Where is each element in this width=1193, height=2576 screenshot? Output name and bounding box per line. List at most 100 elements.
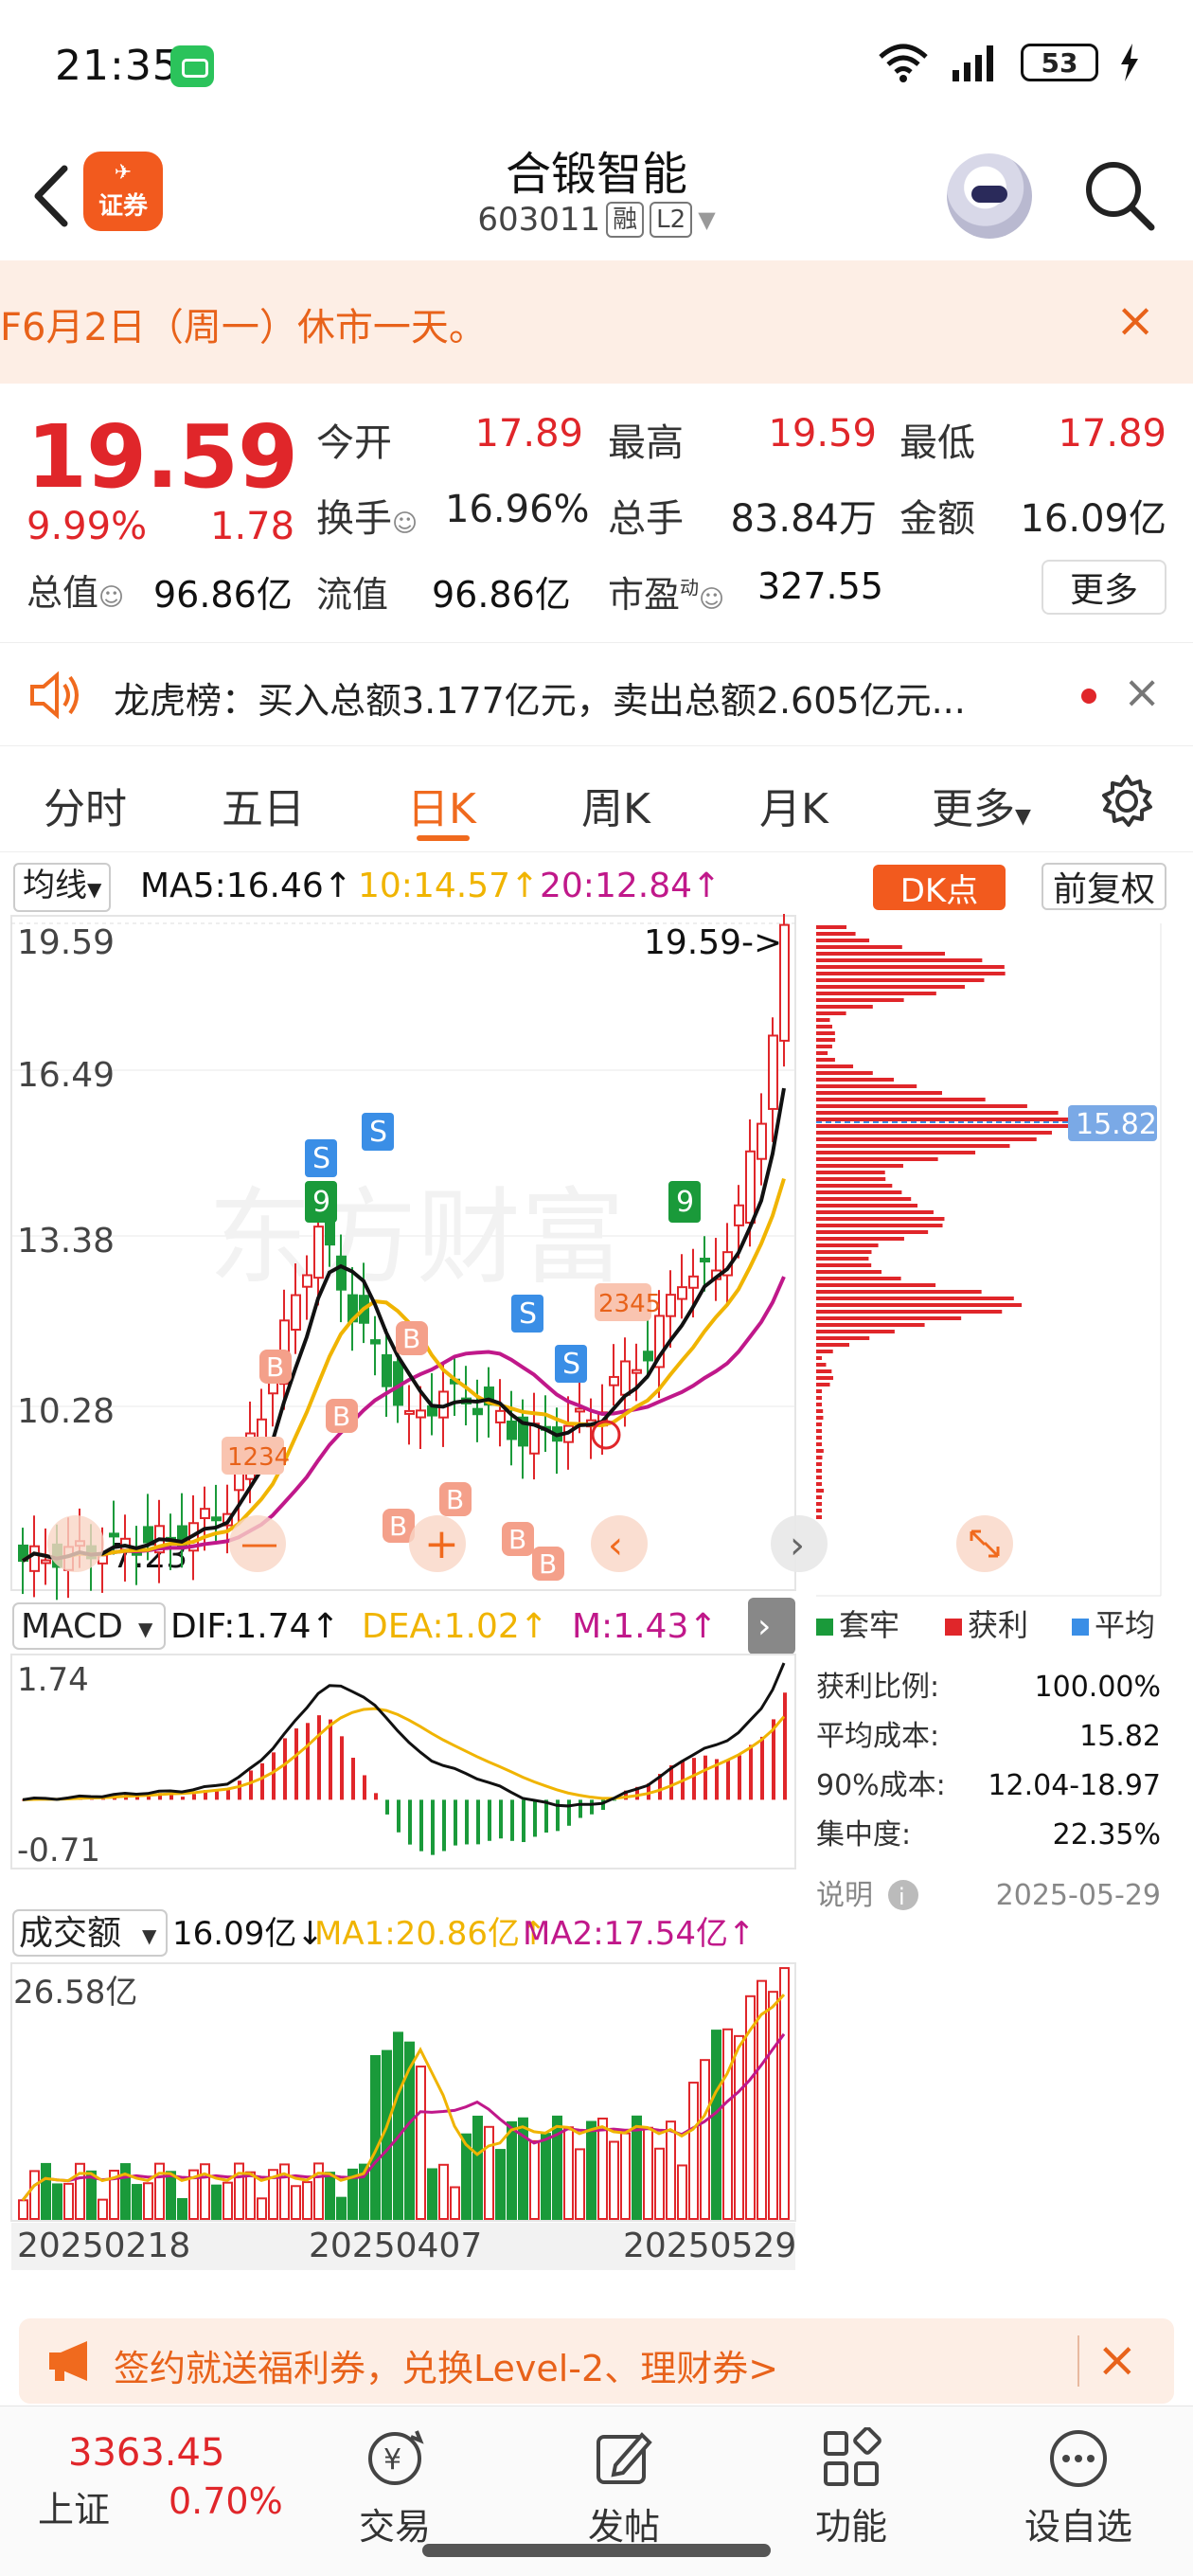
gear-icon[interactable]	[1098, 773, 1155, 830]
macd-bar	[647, 1783, 650, 1800]
promo-banner[interactable]: 签约就送福利券，兑换Level-2、理财券> ×	[19, 2318, 1174, 2404]
chip-bar	[816, 958, 983, 962]
notice-close-icon[interactable]: ×	[1115, 293, 1155, 348]
macd-bar	[635, 1786, 639, 1800]
stock-code-row[interactable]: 603011 融 L2 ▼	[0, 201, 1193, 239]
candle-body	[143, 1526, 153, 1544]
tab-monthly-k[interactable]: 月K	[759, 785, 828, 833]
count-signal-icon	[595, 1283, 651, 1321]
trade-icon[interactable]: ¥	[364, 2427, 426, 2490]
back-arrow-icon[interactable]	[28, 163, 76, 229]
info-icon[interactable]	[888, 1880, 918, 1910]
assistant-robot-avatar[interactable]	[947, 153, 1032, 239]
macd-bar	[613, 1799, 616, 1801]
search-icon[interactable]	[1081, 157, 1157, 233]
chip-bar	[816, 1131, 1052, 1135]
more-quote-button[interactable]: 更多	[1042, 560, 1166, 615]
indicator-select[interactable]: 均线▼	[13, 863, 112, 912]
svg-text:2345: 2345	[598, 1290, 661, 1318]
volume-bar	[666, 2120, 676, 2220]
svg-text:S: S	[312, 1142, 330, 1175]
zoom-out-button[interactable]	[47, 1515, 104, 1572]
highlight-circle-icon	[591, 1420, 621, 1450]
post-icon[interactable]	[593, 2427, 655, 2490]
profit-ratio-label: 获利比例:	[816, 1671, 939, 1704]
chip-bar	[816, 1243, 879, 1247]
chip-bar	[816, 1124, 1070, 1128]
dragon-close-icon[interactable]: ×	[1123, 666, 1162, 719]
volume-bar	[257, 2197, 267, 2221]
volume-bar	[529, 2139, 540, 2221]
chip-note-link[interactable]: 说明	[816, 1879, 873, 1912]
add-watchlist-icon[interactable]	[1047, 2427, 1110, 2490]
volume-bar	[757, 1979, 767, 2221]
promo-close-icon[interactable]: ×	[1096, 2332, 1138, 2388]
turnover-label[interactable]: 换手☺	[316, 488, 418, 543]
volume-bar	[586, 2120, 596, 2220]
tab-five-day[interactable]: 五日	[222, 785, 305, 833]
chip-bar	[816, 1137, 1037, 1141]
functions-grid-icon[interactable]	[820, 2427, 882, 2490]
dk-point-button[interactable]: DK点	[873, 865, 1006, 910]
signal-markers: S S S S 9 9 B B B B B B B 1234 2345	[222, 1113, 701, 1581]
macd-bar	[533, 1799, 537, 1837]
chip-bar	[816, 1343, 850, 1347]
minus-button[interactable]	[229, 1515, 286, 1572]
candle-body	[632, 1368, 642, 1374]
macd-bar	[669, 1764, 673, 1800]
y-axis-label-max: 19.59	[17, 923, 115, 962]
macd-bar	[579, 1799, 582, 1818]
tab-intraday[interactable]: 分时	[44, 785, 127, 833]
ma10-line	[21, 1177, 786, 1563]
float-cap-value: 96.86亿	[432, 574, 571, 616]
total-cap-label[interactable]: 总值☺	[27, 564, 124, 616]
volume-bar	[268, 2169, 278, 2221]
avg-cost-value: 15.82	[1079, 1720, 1161, 1753]
date-axis	[11, 2223, 795, 2270]
kline-chart-area[interactable]: 东方财富 19.59 16.49 13.38 10.28 19.59-> 7.2…	[0, 914, 1193, 2297]
volume-bar	[200, 2163, 210, 2220]
svg-text:B: B	[446, 1484, 464, 1515]
macd-bar	[374, 1793, 378, 1800]
expand-icon	[970, 1530, 1000, 1558]
dropdown-triangle-icon: ▼	[87, 878, 102, 901]
index-name[interactable]: 上证	[38, 2489, 111, 2531]
tab-more[interactable]: 更多▼	[932, 775, 1031, 835]
plus-button[interactable]	[409, 1515, 466, 1572]
adjust-mode-button[interactable]: 前复权	[1042, 863, 1167, 910]
svg-text:1234: 1234	[227, 1443, 290, 1472]
macd-select[interactable]	[12, 1602, 166, 1650]
tab-daily-k[interactable]: 日K	[407, 785, 476, 833]
dk-label: DK点	[899, 871, 979, 910]
volume-bar	[177, 2197, 187, 2221]
nav-watchlist-label[interactable]: 设自选	[1024, 2506, 1132, 2548]
index-change-percent[interactable]: 0.70%	[169, 2480, 283, 2522]
svg-text:›: ›	[790, 1524, 805, 1567]
candle-body	[745, 1150, 756, 1225]
profit-legend-label: 获利	[968, 1607, 1028, 1643]
chip-bar	[816, 1376, 834, 1380]
volume-select[interactable]	[12, 1909, 168, 1957]
pe-label-text: 市盈	[608, 574, 681, 616]
dragon-tiger-banner[interactable]: 龙虎榜：买入总额3.177亿元，卖出总额2.605亿元... ×	[0, 642, 1193, 746]
nav-trade-label[interactable]: 交易	[358, 2506, 431, 2548]
chip-bar	[816, 1031, 835, 1035]
chip-bar	[816, 1051, 828, 1055]
scroll-left-button[interactable]	[591, 1515, 648, 1572]
sell-signal-icon	[362, 1113, 394, 1151]
volume-bar	[722, 2028, 733, 2220]
index-value[interactable]: 3363.45	[68, 2431, 225, 2475]
info-icon: ☺	[699, 585, 725, 614]
nav-functions-label[interactable]: 功能	[814, 2506, 887, 2548]
pe-label[interactable]: 市盈动☺	[608, 565, 724, 617]
volume-bar	[75, 2162, 85, 2221]
chip-bar	[816, 1118, 1074, 1121]
broker-logo[interactable]: ✈ 证券	[83, 152, 163, 231]
macd-bar	[522, 1799, 525, 1843]
svg-text:9: 9	[312, 1186, 330, 1219]
volume-bar	[688, 2082, 699, 2221]
tab-weekly-k[interactable]: 周K	[581, 785, 650, 833]
collapse-panel-button[interactable]	[748, 1598, 795, 1655]
scroll-right-button[interactable]	[771, 1515, 828, 1572]
nav-post-label[interactable]: 发帖	[587, 2506, 660, 2548]
